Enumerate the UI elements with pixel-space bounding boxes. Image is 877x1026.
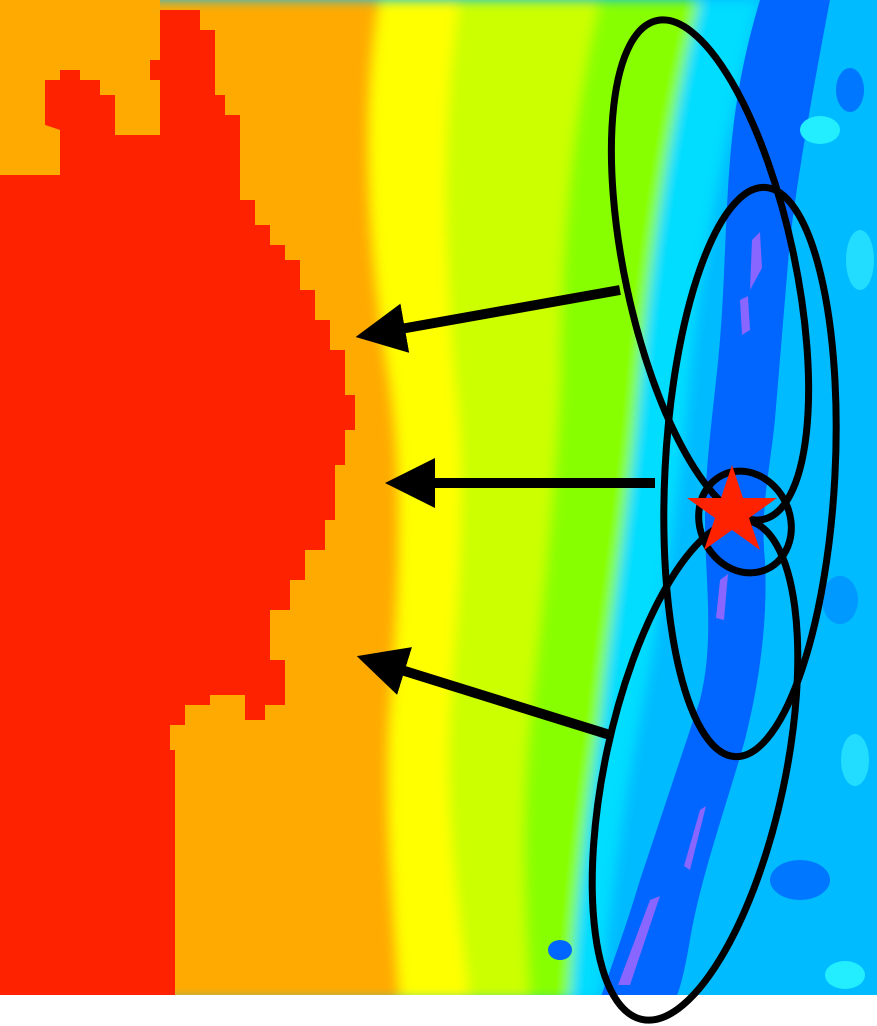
arrow-top: [355, 285, 621, 353]
violet-streaks: [618, 232, 762, 985]
right-speckles: [548, 68, 874, 989]
band-red: [0, 10, 355, 1000]
ellipse-upper: [607, 16, 813, 524]
band-light-blue-right: [675, 0, 877, 1000]
band-orange-corner: [0, 0, 160, 175]
ellipse-middle: [660, 183, 840, 761]
arrow-bottom: [356, 647, 612, 740]
bottom-strip: [0, 995, 877, 1026]
band-yellow-green: [446, 0, 600, 1000]
star-icon: [687, 465, 777, 550]
band-green: [524, 0, 700, 1000]
arrows: [355, 285, 655, 740]
